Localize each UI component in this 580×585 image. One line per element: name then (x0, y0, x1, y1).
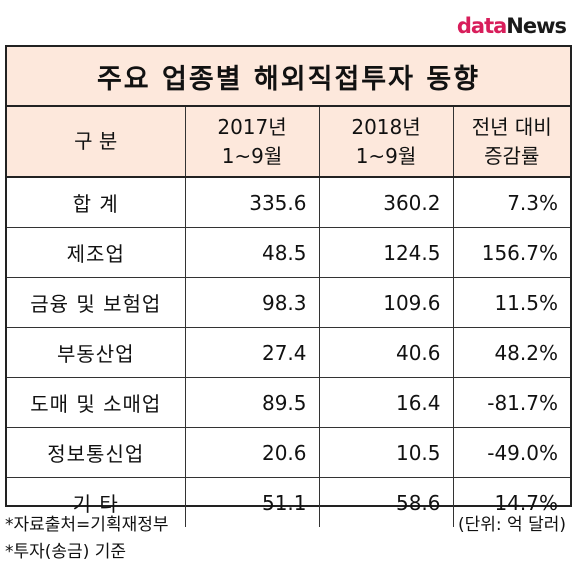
source-note: *자료출처=기획재정부 (5, 515, 169, 535)
change-rate: 156.7% (453, 227, 570, 278)
logo-news-text: News (506, 14, 567, 38)
value-2017: 27.4 (185, 327, 320, 378)
row-label: 금융 및 보험업 (7, 277, 186, 328)
change-rate: -81.7% (453, 377, 570, 428)
value-2017: 89.5 (185, 377, 320, 428)
change-rate: 48.2% (453, 327, 570, 378)
table-row: 합 계 335.6 360.2 7.3% (7, 177, 570, 228)
row-label: 도매 및 소매업 (7, 377, 186, 428)
value-2017: 335.6 (185, 177, 320, 228)
table-row: 제조업 48.5 124.5 156.7% (7, 227, 570, 278)
table-frame: 주요 업종별 해외직접투자 동향 구 분 2017년 1~9월 2018년 1~9월… (5, 45, 572, 527)
change-rate: 11.5% (453, 277, 570, 328)
table-row: 정보통신업 20.6 10.5 -49.0% (7, 427, 570, 478)
change-rate: -49.0% (453, 427, 570, 478)
value-2018: 40.6 (319, 327, 454, 378)
value-2018: 124.5 (319, 227, 454, 278)
value-2018: 58.6 (319, 477, 454, 527)
change-rate: 7.3% (453, 177, 570, 228)
logo-data-text: data (456, 14, 507, 38)
value-2017: 48.5 (185, 227, 320, 278)
datanews-logo: dataNews (456, 12, 567, 40)
header-2018: 2018년 1~9월 (319, 107, 454, 178)
header-2017: 2017년 1~9월 (185, 107, 320, 178)
value-2018: 16.4 (319, 377, 454, 428)
table-title: 주요 업종별 해외직접투자 동향 (7, 47, 570, 107)
basis-note: *투자(송금) 기준 (5, 542, 127, 562)
value-2017: 98.3 (185, 277, 320, 328)
change-rate: 14.7% (494, 490, 558, 515)
investment-table: 구 분 2017년 1~9월 2018년 1~9월 전년 대비 증감률 합 계 335… (7, 107, 570, 527)
table-row: 부동산업 27.4 40.6 48.2% (7, 327, 570, 378)
value-2018: 109.6 (319, 277, 454, 328)
value-2017: 20.6 (185, 427, 320, 478)
table-row: 기 타 51.1 58.6 14.7% (7, 477, 570, 527)
row-label: 제조업 (7, 227, 186, 278)
row-label: 기 타 (7, 477, 186, 527)
header-category: 구 분 (7, 107, 186, 178)
row-label: 부동산업 (7, 327, 186, 378)
table-row: 금융 및 보험업 98.3 109.6 11.5% (7, 277, 570, 328)
row-label: 정보통신업 (7, 427, 186, 478)
header-change-rate: 전년 대비 증감률 (453, 107, 570, 178)
value-2018: 10.5 (319, 427, 454, 478)
row-label: 합 계 (7, 177, 186, 228)
value-2017: 51.1 (185, 477, 320, 527)
table-footer: *자료출처=기획재정부 *투자(송금) 기준 (단위: 억 달러) (5, 512, 572, 566)
unit-note: (단위: 억 달러) (458, 515, 566, 535)
table-row: 도매 및 소매업 89.5 16.4 -81.7% (7, 377, 570, 428)
header-row: 구 분 2017년 1~9월 2018년 1~9월 전년 대비 증감률 (7, 107, 570, 178)
value-2018: 360.2 (319, 177, 454, 228)
